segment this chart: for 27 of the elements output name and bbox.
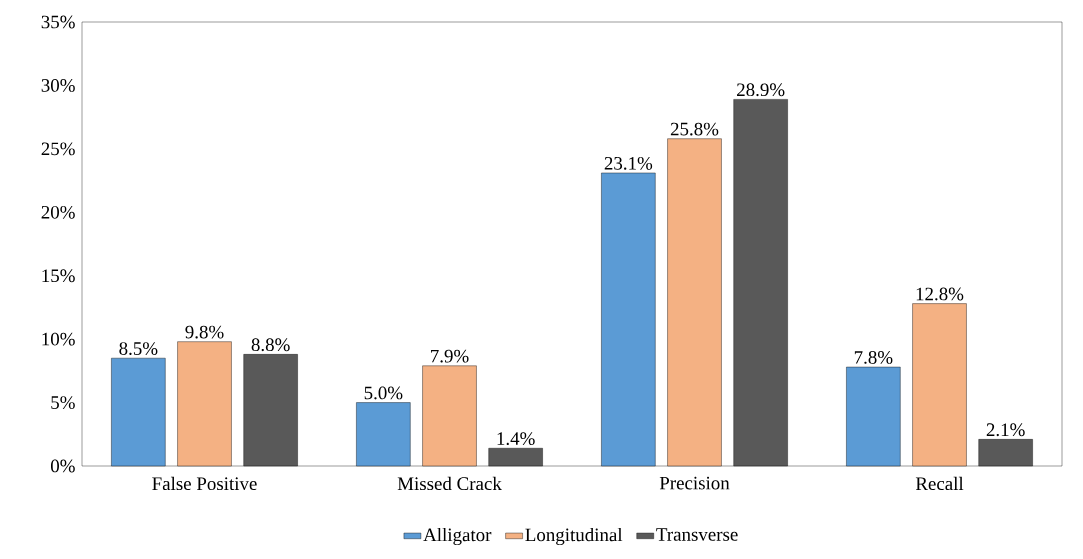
x-tick-label: Precision xyxy=(659,476,730,490)
data-label: 2.1% xyxy=(986,423,1025,437)
legend-label: Longitudinal xyxy=(525,527,623,546)
y-tick-label: 35% xyxy=(41,15,75,29)
data-label: 28.9% xyxy=(737,83,785,97)
data-label: 5.0% xyxy=(364,386,403,400)
data-label: 8.8% xyxy=(251,338,290,352)
data-label: 12.8% xyxy=(916,287,964,301)
data-label: 25.8% xyxy=(670,122,719,136)
y-tick-label: 25% xyxy=(41,142,75,156)
y-tick-label: 30% xyxy=(41,79,75,92)
legend-label: Alligator xyxy=(423,527,492,546)
y-tick-label: 5% xyxy=(51,396,75,409)
data-label: 9.8% xyxy=(185,325,224,339)
y-tick-label: 0% xyxy=(50,459,75,473)
data-label: 8.5% xyxy=(119,342,158,355)
x-tick-label: Missed Crack xyxy=(397,476,502,491)
data-label: 23.1% xyxy=(604,156,653,170)
data-label: 1.4% xyxy=(497,432,535,446)
y-tick-label: 15% xyxy=(42,269,75,283)
x-tick-label: Recall xyxy=(915,476,964,491)
y-tick-label: 20% xyxy=(41,205,75,219)
x-tick-label: False Positive xyxy=(152,476,257,491)
data-label: 7.9% xyxy=(431,349,469,363)
y-tick-label: 10% xyxy=(42,332,75,346)
legend-label: Transverse xyxy=(656,528,738,541)
data-label: 7.8% xyxy=(854,351,893,364)
